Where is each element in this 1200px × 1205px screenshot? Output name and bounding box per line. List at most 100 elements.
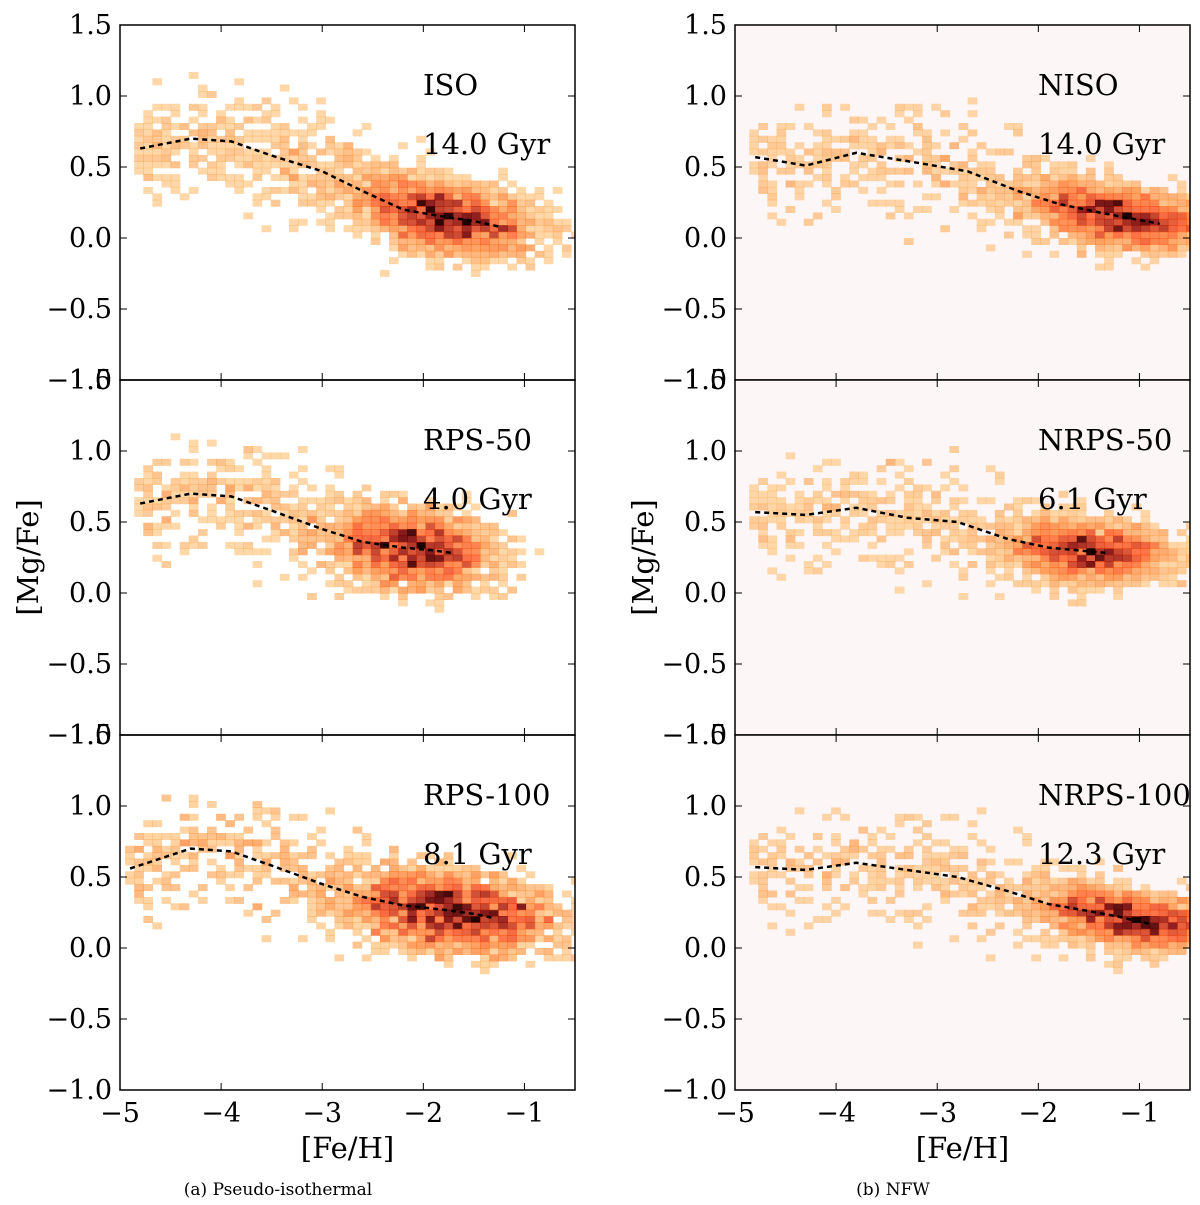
density-bin: [379, 186, 390, 194]
y-tick-label: 1.5: [684, 10, 727, 41]
density-bin: [252, 864, 263, 872]
density-bin: [416, 884, 426, 892]
density-bin: [389, 257, 399, 265]
density-bin: [1031, 567, 1041, 575]
density-bin: [298, 186, 308, 194]
density-bin: [143, 864, 153, 872]
density-bin: [1122, 548, 1132, 556]
density-bin: [913, 884, 923, 892]
density-bin: [480, 231, 490, 239]
density-bin: [1058, 238, 1069, 245]
density-bin: [1022, 161, 1032, 169]
density-bin: [1122, 212, 1132, 220]
density-bin: [561, 909, 572, 917]
density-bin: [379, 206, 390, 213]
density-bin: [767, 161, 778, 169]
density-bin: [885, 896, 896, 904]
density-bin: [894, 909, 905, 917]
density-bin: [143, 896, 153, 904]
density-bin: [1040, 541, 1051, 549]
density-bin: [931, 864, 941, 872]
density-bin: [1004, 858, 1014, 866]
density-bin: [188, 801, 199, 808]
density-bin: [885, 135, 896, 143]
density-bin: [749, 148, 759, 156]
density-bin: [452, 516, 463, 524]
density-bin: [361, 225, 372, 233]
density-bin: [507, 903, 517, 911]
density-bin: [1031, 877, 1041, 885]
density-bin: [225, 465, 235, 473]
density-bin: [776, 509, 787, 517]
density-bin: [1176, 193, 1187, 201]
density-bin: [1085, 180, 1096, 188]
density-bin: [525, 935, 536, 943]
density-bin: [279, 167, 290, 175]
density-bin: [398, 903, 408, 911]
density-bin: [389, 535, 399, 543]
density-bin: [461, 250, 472, 258]
density-bin: [443, 218, 454, 226]
density-bin: [361, 858, 372, 866]
density-bin: [361, 954, 372, 962]
density-bin: [489, 548, 499, 556]
density-bin: [379, 193, 390, 201]
density-bin: [967, 871, 978, 879]
density-bin: [188, 826, 199, 834]
density-bin: [534, 548, 545, 556]
density-bin: [1076, 193, 1087, 201]
density-bin: [1140, 548, 1151, 556]
density-bin: [1031, 154, 1041, 162]
density-bin: [867, 135, 878, 143]
density-bin: [461, 529, 472, 537]
density-bin: [370, 909, 381, 917]
density-bin: [143, 154, 153, 162]
density-bin: [1113, 884, 1123, 892]
density-bin: [252, 801, 263, 808]
density-bin: [507, 218, 517, 226]
density-bin: [361, 839, 372, 847]
density-bin: [243, 446, 254, 453]
density-bin: [516, 935, 527, 943]
density-bin: [389, 922, 399, 930]
density-bin: [225, 833, 235, 840]
density-bin: [922, 193, 932, 201]
density-bin: [1095, 180, 1105, 188]
density-bin: [1058, 225, 1069, 233]
density-bin: [776, 497, 787, 505]
density-bin: [143, 852, 153, 860]
density-bin: [1186, 909, 1190, 917]
density-bin: [143, 148, 153, 156]
density-bin: [416, 935, 426, 943]
density-bin: [207, 858, 217, 866]
density-bin: [1140, 916, 1151, 923]
density-bin: [489, 916, 499, 923]
density-bin: [270, 484, 281, 492]
density-bin: [1076, 909, 1087, 917]
density-bin: [288, 167, 299, 175]
density-bin: [452, 522, 463, 530]
density-bin: [940, 167, 950, 175]
density-bin: [325, 529, 335, 537]
density-bin: [589, 897, 599, 904]
density-bin: [812, 522, 823, 530]
density-bin: [767, 541, 778, 549]
density-bin: [985, 871, 996, 879]
density-bin: [812, 833, 823, 840]
density-bin: [894, 516, 905, 524]
density-bin: [1104, 554, 1114, 562]
density-bin: [985, 580, 996, 588]
density-bin: [1076, 516, 1087, 524]
density-bin: [307, 593, 317, 600]
density-bin: [1149, 928, 1160, 936]
density-bin: [489, 922, 499, 930]
density-bin: [1022, 206, 1032, 213]
density-bin: [279, 516, 290, 524]
density-bin: [994, 199, 1005, 207]
density-bin: [840, 148, 850, 156]
density-bin: [1058, 529, 1069, 537]
density-bin: [1031, 580, 1041, 588]
density-bin: [288, 896, 299, 904]
density-bin: [307, 890, 317, 898]
density-bin: [767, 858, 778, 866]
